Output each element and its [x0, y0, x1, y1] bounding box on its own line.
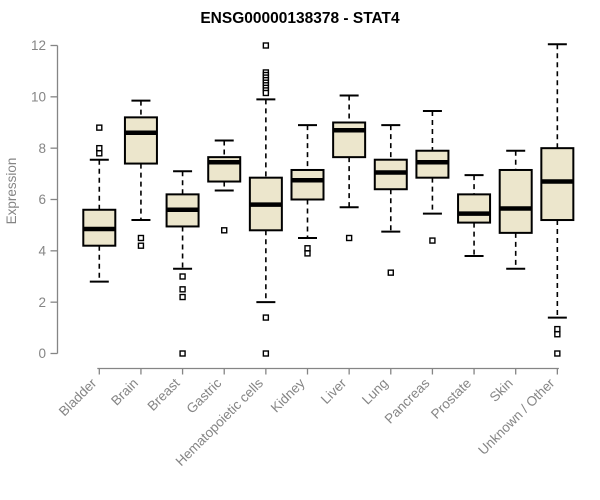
outlier-point	[345, 234, 353, 242]
y-tick-label: 10	[31, 90, 46, 105]
y-tick-label: 8	[38, 141, 46, 156]
iqr-box	[540, 147, 575, 222]
outlier-point	[137, 242, 145, 249]
x-tick-label-bladder: Bladder	[56, 375, 100, 419]
x-tick-label-prostate: Prostate	[428, 376, 474, 422]
outlier-point	[554, 325, 561, 333]
outlier-point	[262, 89, 270, 97]
iqr-box	[332, 121, 367, 159]
outlier-point	[429, 237, 436, 244]
boxplot-kidney	[290, 124, 325, 257]
boxplot-hematopoietic-cells	[248, 42, 283, 357]
x-tick-label-kidney: Kidney	[268, 375, 308, 415]
y-tick-label: 4	[38, 244, 46, 259]
outlier-point	[179, 293, 186, 301]
boxplot-liver	[332, 94, 367, 242]
boxplot-bladder	[82, 124, 117, 283]
x-tick-label-lung: Lung	[359, 376, 391, 408]
x-tick-label-unknown-other: Unknown / Other	[475, 375, 558, 458]
outlier-point	[179, 273, 186, 280]
outlier-point	[262, 314, 270, 321]
x-tick-label-skin: Skin	[487, 376, 516, 405]
outlier-point	[96, 144, 103, 152]
outlier-point	[304, 250, 311, 257]
outlier-point	[96, 124, 103, 131]
x-tick-label-brain: Brain	[108, 376, 141, 409]
outlier-point	[554, 350, 561, 357]
outlier-point	[221, 227, 228, 234]
boxplot-skin	[498, 149, 533, 270]
outlier-point	[262, 42, 270, 49]
boxplot-brain	[123, 99, 158, 249]
outlier-point	[96, 150, 103, 157]
outlier-point	[179, 350, 186, 357]
boxplot-gastric	[207, 139, 242, 234]
outlier-point	[387, 269, 394, 276]
boxplot-unknown-other	[540, 43, 575, 357]
boxplot-breast	[165, 170, 200, 357]
outlier-point	[179, 286, 186, 293]
outlier-point	[262, 350, 270, 357]
outlier-point	[554, 331, 561, 338]
y-tick-label: 6	[38, 192, 46, 207]
iqr-box	[457, 193, 492, 224]
boxplot-prostate	[457, 174, 492, 257]
x-tick-label-pancreas: Pancreas	[382, 375, 433, 426]
y-tick-label: 0	[38, 346, 46, 361]
x-tick-label-liver: Liver	[318, 375, 350, 407]
x-tick-label-gastric: Gastric	[183, 375, 224, 416]
iqr-box	[290, 168, 325, 201]
y-axis-title: Expression	[4, 158, 19, 225]
boxplot-pancreas	[415, 109, 450, 244]
y-tick-label: 2	[38, 295, 46, 310]
x-tick-label-breast: Breast	[144, 375, 182, 413]
chart-title: ENSG00000138378 - STAT4	[200, 10, 400, 27]
iqr-box	[498, 168, 533, 234]
boxplot-lung	[373, 124, 408, 276]
iqr-box	[123, 116, 158, 165]
y-tick-label: 12	[31, 38, 46, 53]
outlier-point	[304, 245, 311, 252]
outlier-point	[137, 234, 145, 242]
